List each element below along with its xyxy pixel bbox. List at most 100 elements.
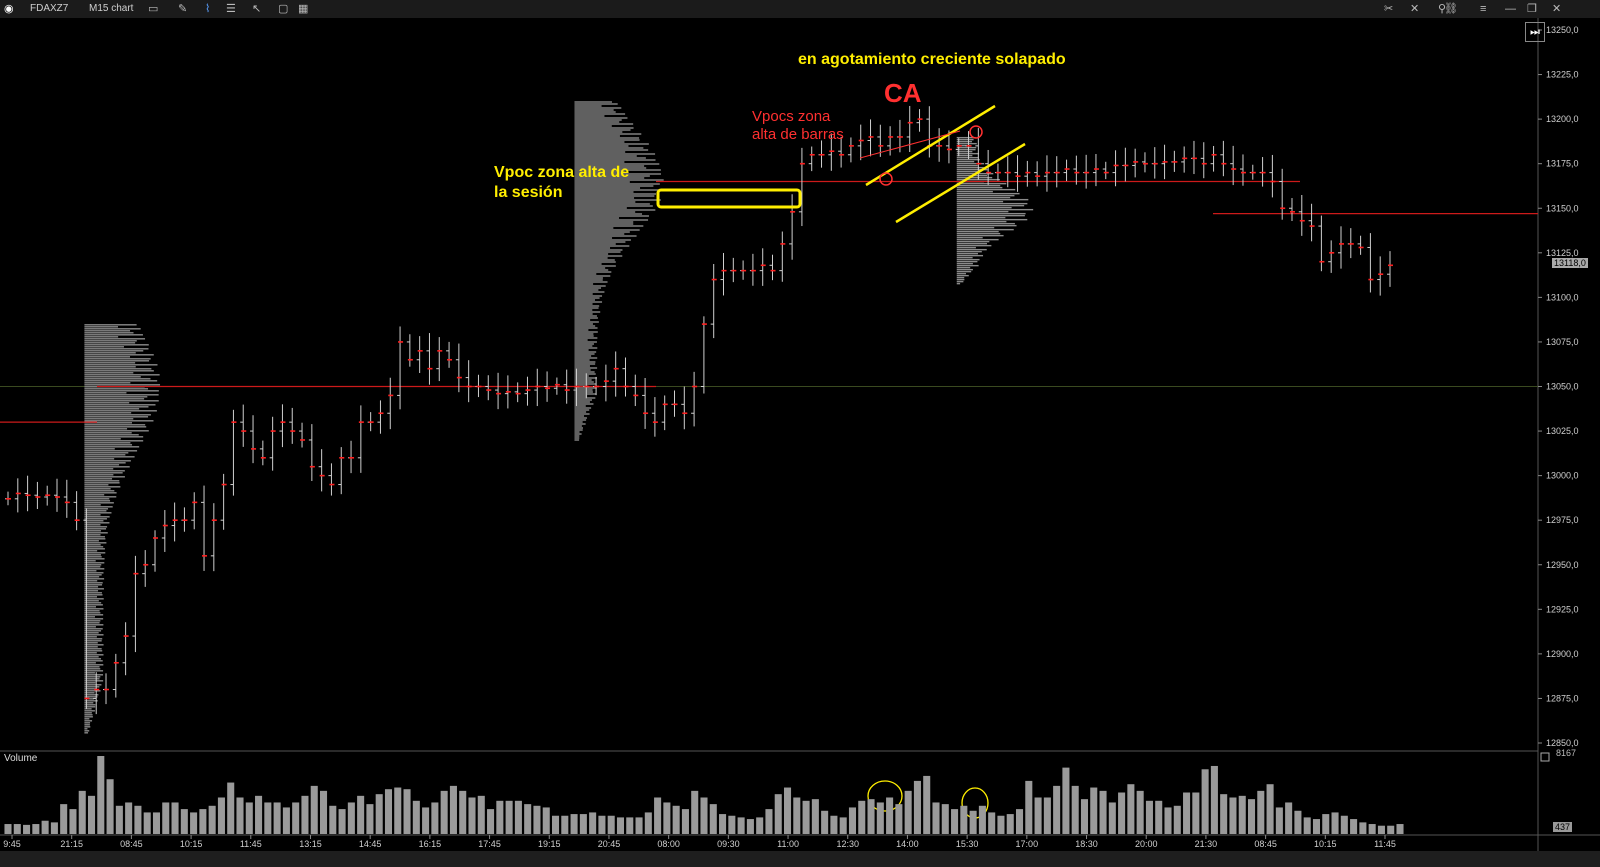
profile-row: [574, 241, 626, 243]
profile-row: [84, 596, 98, 598]
crosshair-icon[interactable]: ✕: [1410, 3, 1420, 15]
profile-row: [574, 211, 636, 213]
volume-bar: [487, 809, 495, 834]
close-button[interactable]: ✕: [1552, 3, 1562, 15]
profile-row: [84, 512, 112, 514]
volume-bar: [681, 809, 689, 834]
bars-icon[interactable]: ☰: [226, 3, 236, 15]
profile-row: [956, 258, 980, 261]
monitor-icon[interactable]: ▭: [148, 3, 159, 15]
grid-icon[interactable]: ▦: [298, 3, 309, 15]
profile-row: [956, 228, 1014, 231]
minimize-button[interactable]: —: [1505, 3, 1516, 15]
line-chart-icon[interactable]: ⌇: [205, 3, 211, 15]
profile-row: [574, 187, 641, 189]
profile-row: [574, 131, 623, 133]
profile-row: [574, 331, 598, 333]
price-tick-label: 13050,0: [1546, 382, 1579, 392]
profile-row: [956, 186, 1003, 189]
profile-row: [84, 534, 101, 536]
profile-row: [84, 644, 104, 646]
volume-bar: [765, 809, 773, 834]
profile-row: [84, 426, 147, 428]
price-tick-label: 12925,0: [1546, 604, 1579, 614]
profile-row: [574, 117, 628, 119]
profile-row: [574, 309, 593, 311]
timeframe-selector[interactable]: M15 chart: [89, 3, 134, 14]
profile-row: [574, 265, 616, 267]
profile-row: [574, 205, 653, 207]
profile-row: [84, 686, 100, 688]
profile-row: [574, 103, 618, 105]
profile-row: [84, 478, 113, 480]
volume-close-icon: [1540, 752, 1550, 762]
profile-row: [84, 364, 158, 366]
profile-row: [84, 496, 117, 498]
profile-row: [574, 349, 589, 351]
volume-bar: [858, 800, 866, 834]
cursor-icon[interactable]: ↖: [252, 3, 262, 15]
volume-bar: [616, 817, 625, 834]
volume-bar: [1294, 810, 1302, 834]
bell-icon[interactable]: ⚲: [1438, 3, 1447, 15]
profile-row: [574, 431, 580, 433]
volume-bar: [607, 815, 615, 834]
profile-row: [574, 291, 605, 293]
symbol-selector[interactable]: FDAXZ7: [30, 3, 69, 14]
volume-bar: [1025, 780, 1033, 834]
volume-bar: [255, 795, 263, 834]
price-tick-label: 12950,0: [1546, 560, 1579, 570]
profile-row: [574, 101, 612, 103]
profile-row: [84, 362, 136, 364]
profile-row: [574, 339, 588, 341]
tools-icon[interactable]: ✂: [1384, 3, 1394, 15]
chart-grid: [0, 18, 1600, 851]
scroll-to-end-button[interactable]: ⏭: [1525, 22, 1545, 42]
restore-button[interactable]: ❐: [1527, 3, 1537, 15]
volume-bar: [477, 795, 485, 834]
profile-row: [84, 582, 103, 584]
window-icon[interactable]: ▢: [278, 3, 289, 15]
profile-row: [84, 388, 149, 390]
volume-bar: [69, 809, 77, 834]
profile-row: [956, 206, 1012, 209]
volume-bar: [691, 790, 699, 834]
volume-bar: [199, 809, 207, 834]
profile-row: [956, 170, 979, 173]
profile-row: [574, 271, 612, 273]
profile-row: [574, 417, 587, 419]
chart-background: [0, 18, 1600, 851]
profile-row: [574, 153, 656, 155]
profile-row: [84, 468, 114, 470]
volume-bar: [125, 802, 133, 834]
pencil-icon[interactable]: ✎: [178, 3, 188, 15]
volume-bar: [913, 780, 921, 834]
profile-row: [956, 194, 1015, 197]
profile-row: [956, 252, 978, 255]
profile-row: [574, 381, 594, 383]
profile-row: [84, 590, 99, 592]
menu-icon[interactable]: ≡: [1480, 3, 1487, 15]
profile-row: [84, 490, 115, 492]
volume-bar: [1238, 795, 1246, 834]
profile-row: [574, 127, 634, 129]
volume-bar: [97, 756, 105, 834]
profile-row: [574, 311, 601, 313]
time-tick-label: 15:30: [956, 839, 979, 849]
volume-bar: [839, 817, 847, 834]
profile-row: [574, 223, 634, 225]
volume-bar: [644, 812, 652, 834]
profile-row: [84, 706, 96, 708]
link-icon[interactable]: ⛓: [1444, 3, 1458, 15]
logo-icon[interactable]: ◉: [4, 3, 14, 15]
profile-row: [84, 510, 107, 512]
profile-row: [84, 616, 95, 618]
volume-bar: [1247, 799, 1256, 834]
bottom-scroll-strip[interactable]: [0, 851, 1600, 867]
candlestick-chart[interactable]: 13250,0 13225,0 13200,0 13175,0 13150,0 13125…: [0, 18, 1600, 851]
profile-row: [84, 326, 119, 328]
volume-bar: [1145, 800, 1153, 834]
profile-row: [84, 492, 117, 494]
profile-row: [574, 335, 594, 337]
time-tick-label: 14:45: [359, 839, 382, 849]
